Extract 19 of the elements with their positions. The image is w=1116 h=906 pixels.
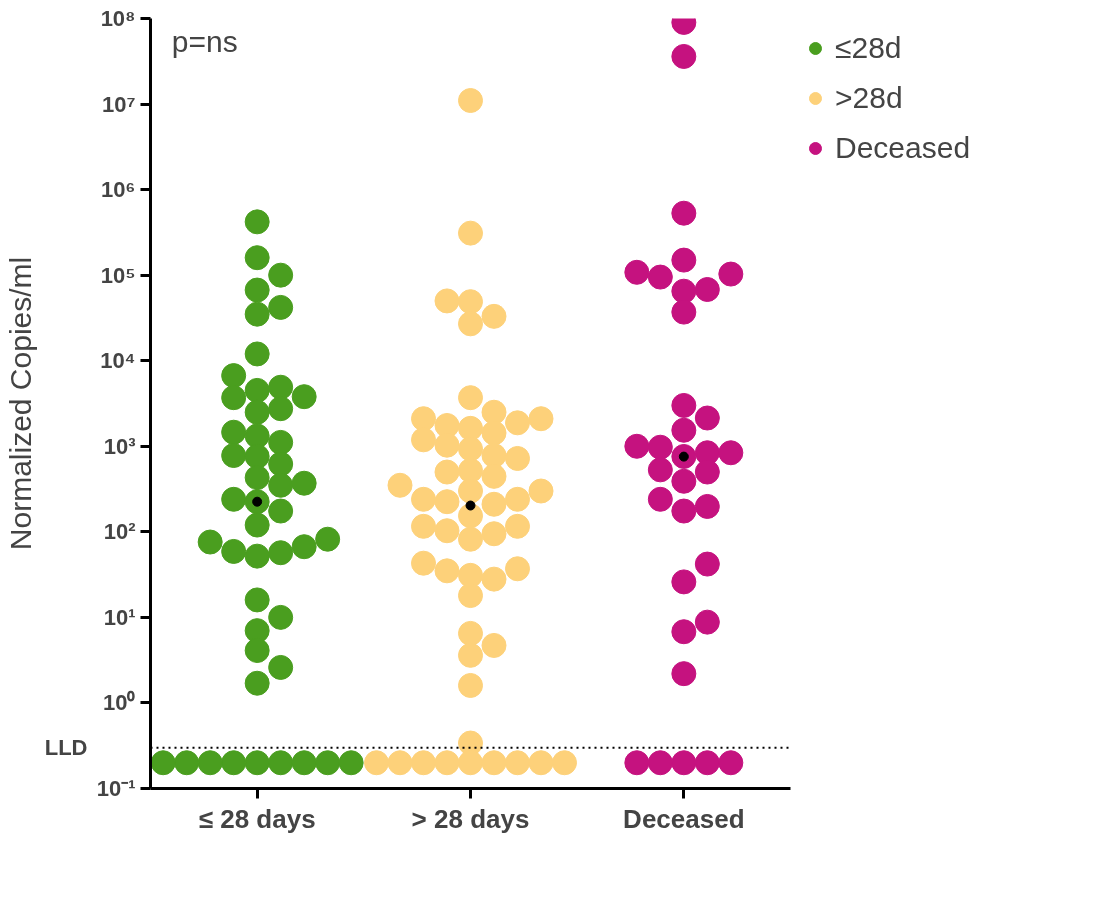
y-tick-label: 10⁸	[100, 6, 136, 31]
y-tick-label: 10⁻¹	[96, 776, 136, 801]
y-tick-label: 10⁵	[100, 262, 136, 288]
y-tick-label: 10²	[103, 519, 136, 545]
y-axis-title: Normalized Copies/ml	[3, 256, 37, 551]
legend-label: >28d	[835, 80, 903, 116]
x-tick-label: > 28 days	[411, 803, 530, 834]
y-tick-label: 10⁷	[101, 91, 136, 117]
ref-line-label: LLD	[44, 735, 88, 761]
x-tick-label: ≤ 28 days	[198, 803, 316, 834]
legend-label: Deceased	[835, 130, 971, 166]
annotation: p=ns	[171, 24, 238, 58]
y-tick-label: 10⁶	[100, 177, 136, 203]
y-tick-label: 10³	[103, 433, 136, 459]
x-tick-label: Deceased	[623, 803, 745, 834]
y-tick-label: 10⁰	[103, 690, 136, 716]
y-tick-label: 10⁴	[100, 348, 136, 374]
y-tick-label: 10¹	[103, 604, 136, 630]
legend-label: ≤28d	[835, 30, 902, 66]
